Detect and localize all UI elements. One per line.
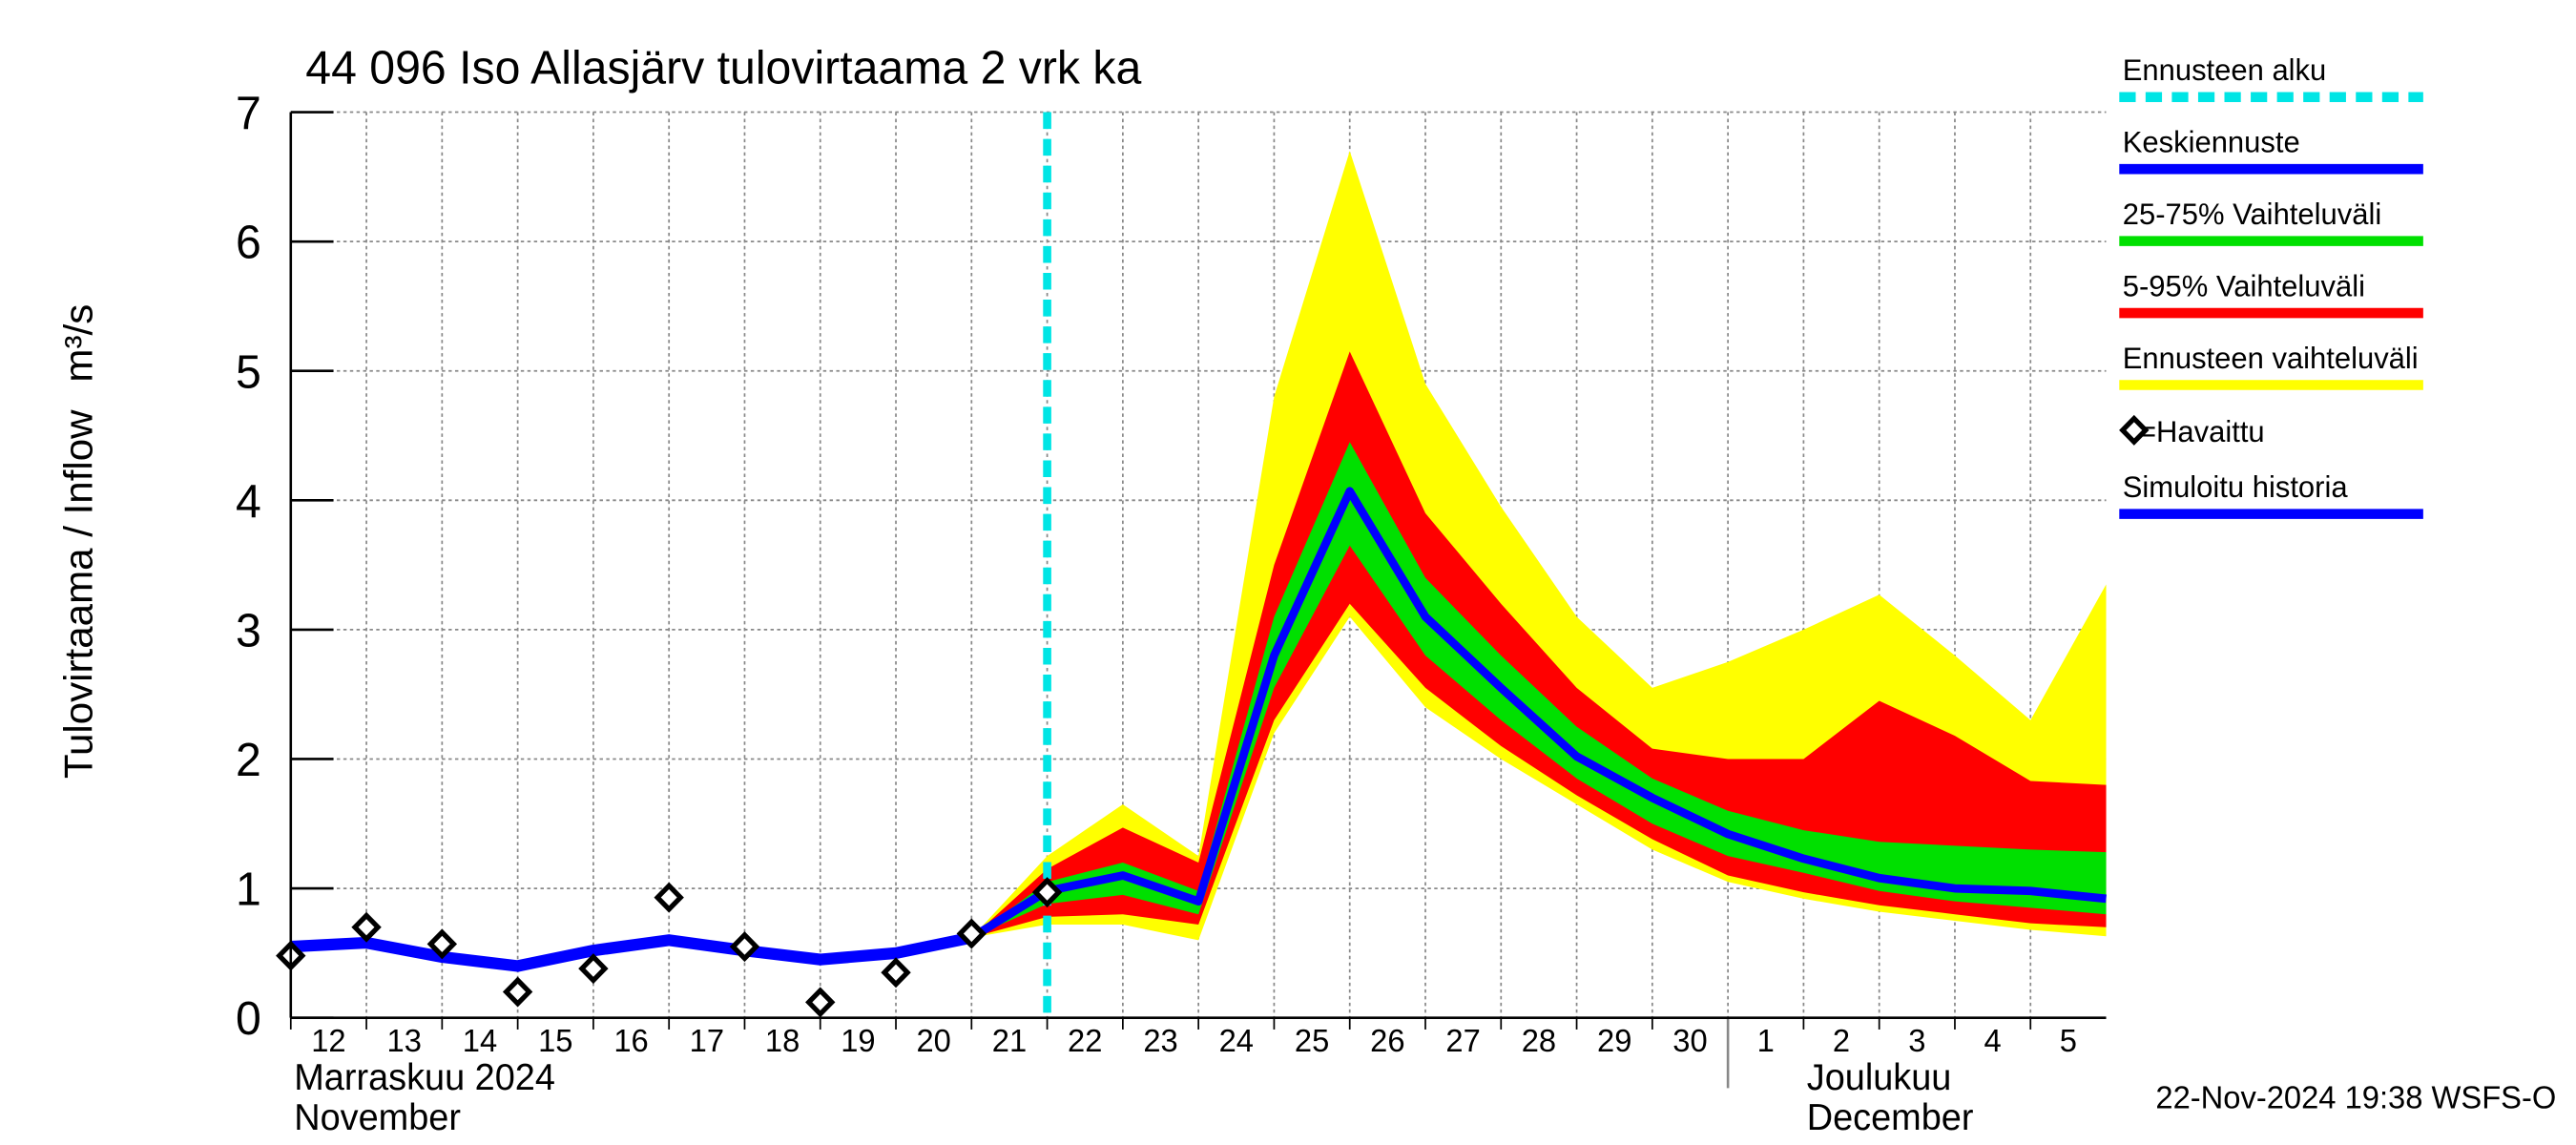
legend-label: Keskiennuste xyxy=(2123,125,2300,158)
observed-marker xyxy=(502,976,533,1008)
x-tick-label: 17 xyxy=(690,1022,724,1057)
legend-label: Ennusteen alku xyxy=(2123,53,2327,87)
observed-marker xyxy=(956,918,987,949)
x-tick-label: 2 xyxy=(1833,1022,1850,1057)
legend-label: 25-75% Vaihteluväli xyxy=(2123,198,2381,231)
y-tick-label: 1 xyxy=(236,864,261,916)
observed-marker xyxy=(426,928,458,960)
x-tick-label: 14 xyxy=(463,1022,497,1057)
y-tick-label: 7 xyxy=(236,88,261,140)
x-tick-label: 3 xyxy=(1908,1022,1925,1057)
band-area xyxy=(971,351,2107,938)
observed-marker xyxy=(578,953,609,985)
y-axis-label: Tulovirtaama / Inflow xyxy=(56,409,101,780)
x-tick-label: 22 xyxy=(1068,1022,1102,1057)
x-tick-label: 26 xyxy=(1370,1022,1404,1057)
x-tick-label: 16 xyxy=(613,1022,648,1057)
x-tick-label: 27 xyxy=(1445,1022,1480,1057)
x-tick-label: 5 xyxy=(2060,1022,2077,1057)
x-tick-label: 21 xyxy=(992,1022,1027,1057)
series-line xyxy=(290,931,973,972)
x-tick-label: 12 xyxy=(311,1022,345,1057)
month-label: Marraskuu 2024 xyxy=(294,1057,555,1098)
x-tick-label: 4 xyxy=(1984,1022,2002,1057)
y-tick-label: 2 xyxy=(236,735,261,787)
observed-marker xyxy=(729,931,760,963)
x-tick-label: 1 xyxy=(1757,1022,1775,1057)
x-tick-label: 25 xyxy=(1295,1022,1329,1057)
y-tick-label: 6 xyxy=(236,217,261,269)
legend-label: Ennusteen vaihteluväli xyxy=(2123,342,2419,375)
series-line xyxy=(969,487,2107,942)
x-tick-label: 24 xyxy=(1219,1022,1254,1057)
y-axis-unit: m³/s xyxy=(56,304,101,383)
x-tick-label: 28 xyxy=(1522,1022,1556,1057)
legend-label: =Havaittu xyxy=(2139,415,2265,448)
month-label: December xyxy=(1807,1097,1974,1138)
y-tick-label: 0 xyxy=(236,993,261,1046)
x-tick-label: 30 xyxy=(1672,1022,1707,1057)
x-tick-label: 15 xyxy=(538,1022,572,1057)
y-tick-label: 3 xyxy=(236,605,261,657)
month-label: November xyxy=(294,1097,461,1138)
legend-marker xyxy=(2119,414,2150,446)
chart-title: 44 096 Iso Allasjärv tulovirtaama 2 vrk … xyxy=(305,42,1142,94)
y-tick-label: 5 xyxy=(236,346,261,399)
x-tick-label: 19 xyxy=(841,1022,875,1057)
y-tick-label: 4 xyxy=(236,475,261,528)
x-tick-label: 13 xyxy=(387,1022,422,1057)
observed-marker xyxy=(805,987,836,1018)
observed-marker xyxy=(1031,877,1063,908)
observed-marker xyxy=(351,911,382,943)
observed-marker xyxy=(654,882,684,913)
month-label: Joulukuu xyxy=(1807,1057,1952,1098)
legend-label: Simuloitu historia xyxy=(2123,470,2348,504)
footer: 22-Nov-2024 19:38 WSFS-O xyxy=(2155,1079,2556,1114)
observed-marker xyxy=(881,957,911,989)
x-tick-label: 29 xyxy=(1597,1022,1631,1057)
x-tick-label: 18 xyxy=(765,1022,800,1057)
x-tick-label: 20 xyxy=(916,1022,950,1057)
legend-label: 5-95% Vaihteluväli xyxy=(2123,269,2365,302)
x-tick-label: 23 xyxy=(1143,1022,1177,1057)
